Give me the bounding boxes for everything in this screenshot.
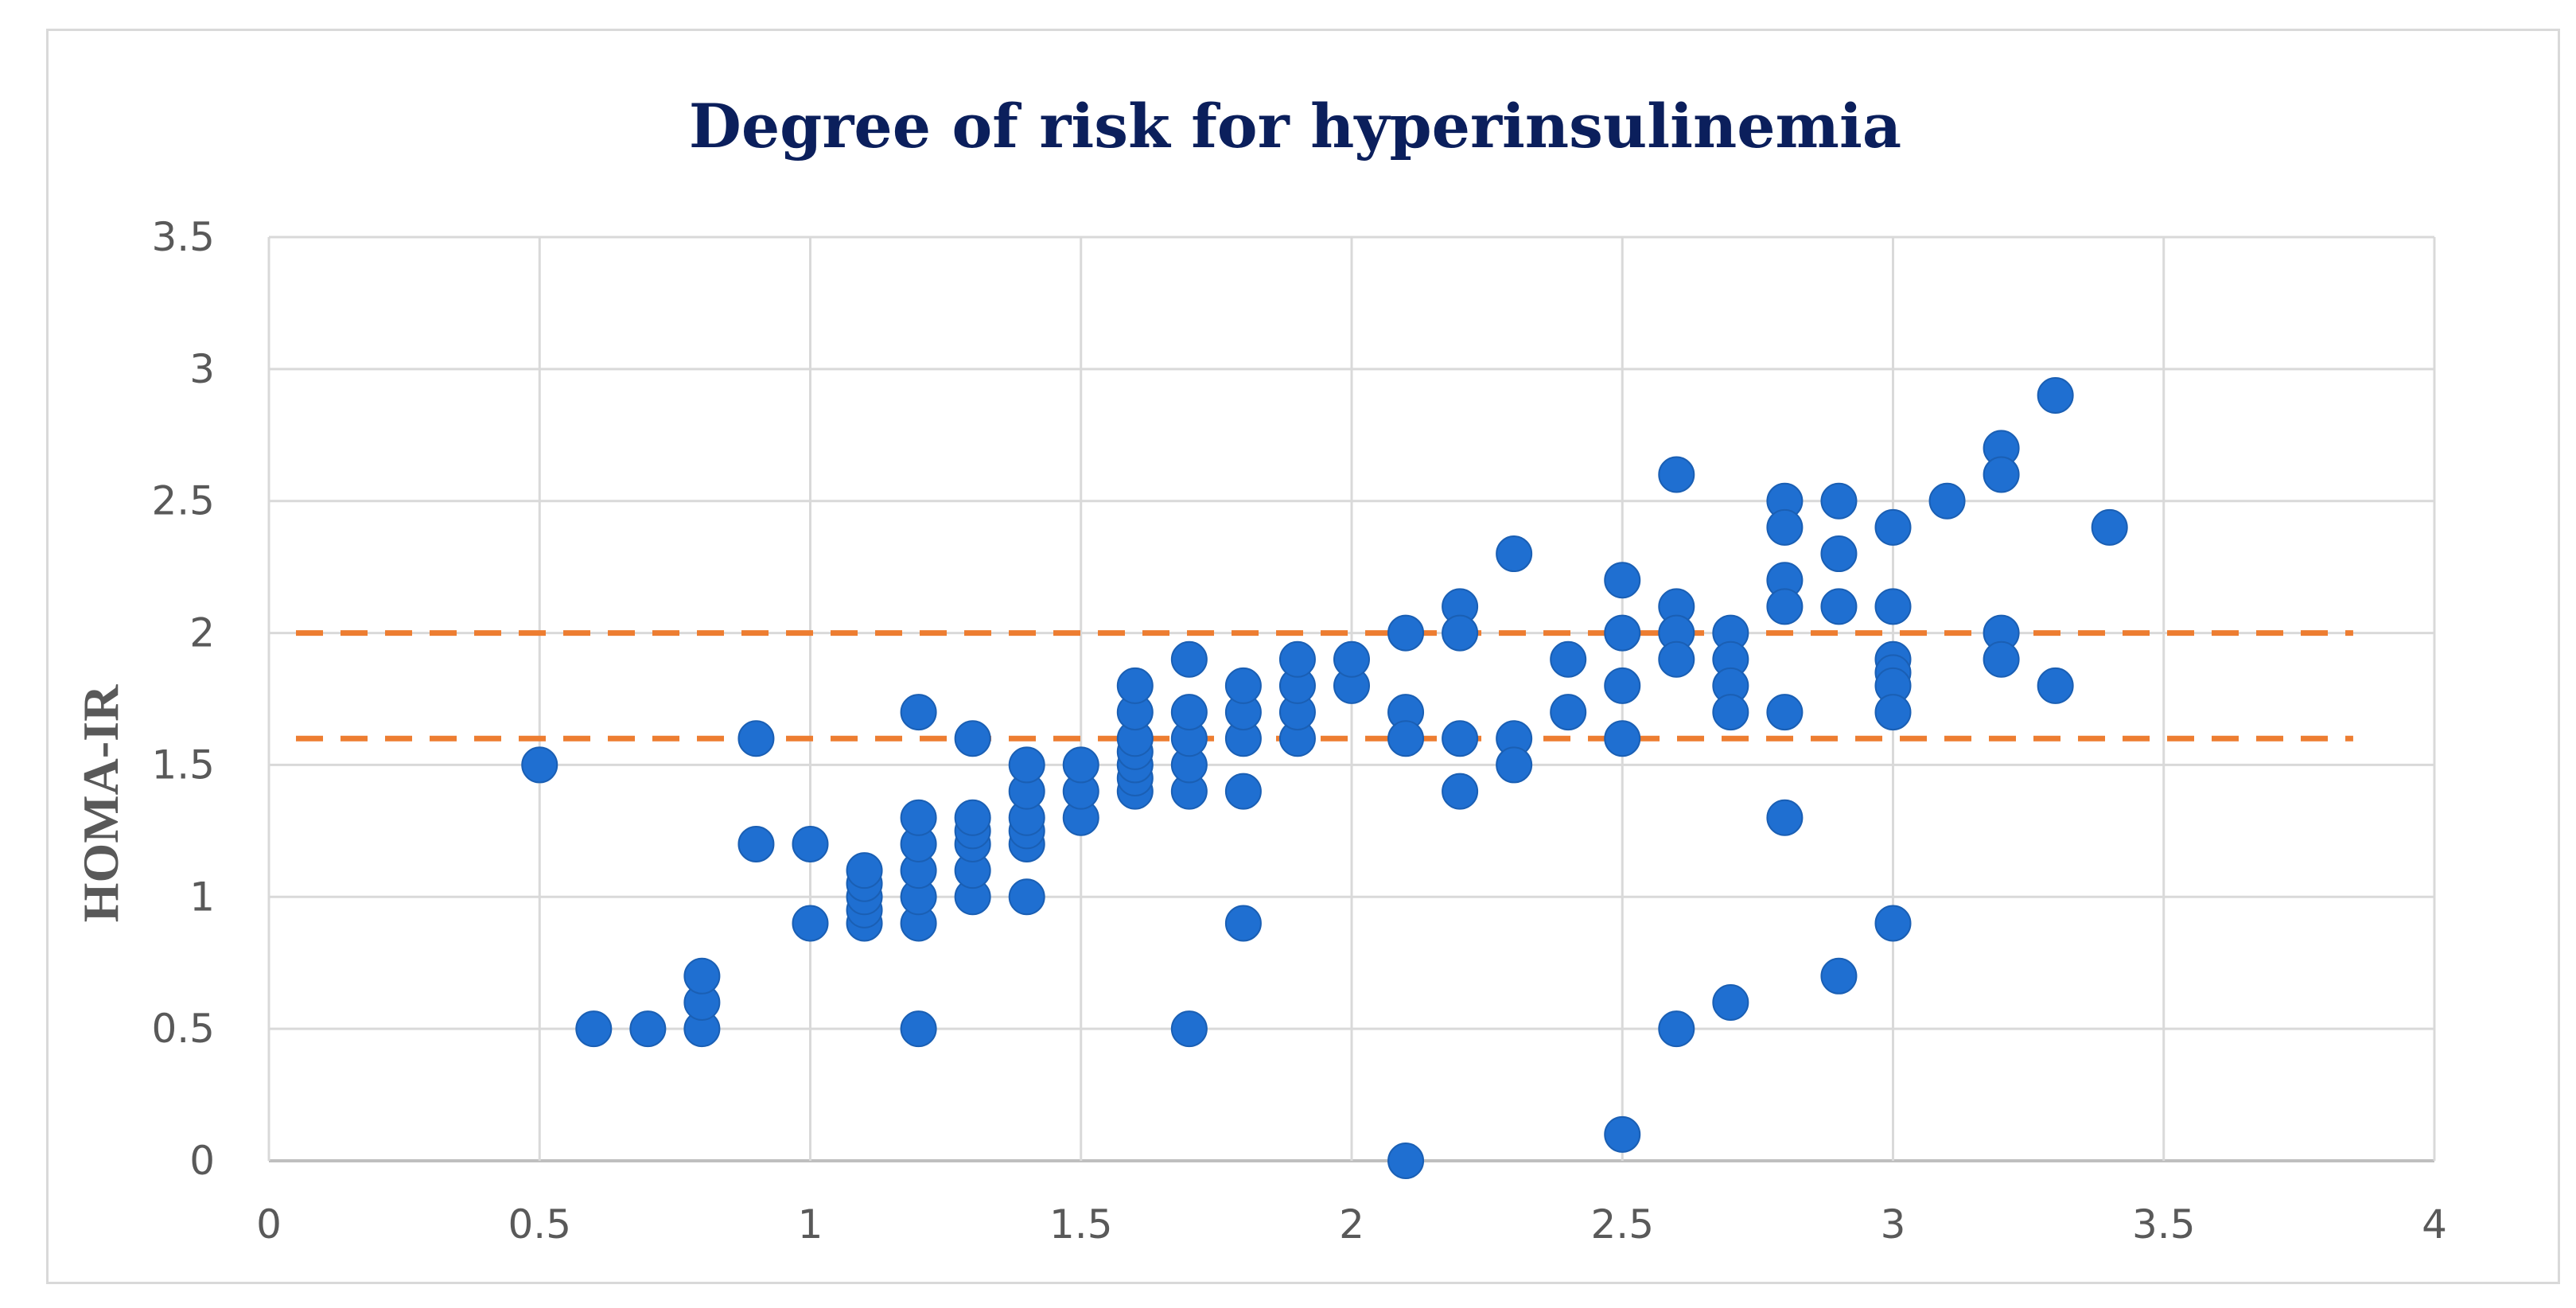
data-point	[1008, 878, 1045, 916]
data-point	[1604, 614, 1641, 652]
y-axis-ticks: 0 0.5 1 1.5 2 2.5 3 3.5	[151, 214, 215, 1184]
y-tick-label: 1	[189, 874, 215, 920]
chart-title: Degree of risk for hyperinsulinemia	[689, 91, 1901, 162]
x-tick-label: 4	[2422, 1201, 2447, 1248]
data-point	[1387, 1143, 1425, 1179]
data-point	[900, 799, 937, 836]
data-point	[1658, 456, 1695, 493]
data-point	[683, 957, 721, 995]
data-point	[1442, 773, 1479, 810]
data-point	[1712, 694, 1749, 731]
data-point	[1333, 640, 1370, 678]
data-point	[1442, 720, 1479, 757]
data-point	[954, 720, 991, 757]
data-point	[1170, 640, 1208, 678]
data-point	[1874, 588, 1912, 625]
data-point	[1116, 667, 1154, 704]
data-point	[1604, 720, 1641, 757]
data-point	[1224, 667, 1262, 704]
data-point	[1766, 588, 1804, 625]
data-point	[1983, 456, 2020, 493]
data-point	[1550, 640, 1587, 678]
data-point	[1278, 640, 1316, 678]
data-point	[1874, 508, 1912, 546]
y-tick-label: 3	[189, 346, 215, 392]
data-point	[1496, 535, 1533, 573]
data-point	[900, 1010, 937, 1048]
data-point	[900, 694, 937, 731]
data-point	[1874, 905, 1912, 942]
data-point	[1387, 614, 1425, 652]
x-tick-label: 1	[798, 1201, 823, 1248]
data-point	[846, 852, 883, 890]
data-point	[1658, 1010, 1695, 1048]
y-tick-label: 2	[189, 610, 215, 656]
data-point	[1604, 562, 1641, 599]
data-point	[629, 1010, 667, 1048]
data-point	[1820, 482, 1858, 520]
data-point	[792, 825, 829, 862]
data-point	[1928, 482, 1966, 520]
data-point	[1604, 667, 1641, 704]
y-tick-label: 0.5	[151, 1006, 215, 1052]
data-point	[1008, 746, 1045, 784]
data-point	[954, 799, 991, 836]
data-point	[1550, 694, 1587, 731]
y-axis-label: HOMA-IR	[72, 684, 129, 922]
data-point	[792, 905, 829, 942]
data-point	[1170, 694, 1208, 731]
data-point	[521, 746, 558, 784]
data-point	[1766, 799, 1804, 836]
data-point	[1712, 983, 1749, 1021]
data-point	[1062, 746, 1099, 784]
x-tick-label: 2	[1339, 1201, 1364, 1248]
y-tick-label: 1.5	[151, 742, 215, 788]
y-tick-label: 3.5	[151, 214, 215, 260]
data-point	[1224, 905, 1262, 942]
data-point	[1442, 614, 1479, 652]
data-point	[1820, 588, 1858, 625]
data-point	[1820, 957, 1858, 995]
data-points	[521, 377, 2128, 1179]
data-point	[575, 1010, 613, 1048]
y-tick-label: 0	[189, 1138, 215, 1184]
data-point	[1604, 1115, 1641, 1153]
x-tick-label: 0	[256, 1201, 282, 1248]
data-point	[2091, 508, 2128, 546]
data-point	[2037, 377, 2074, 415]
data-point	[1387, 720, 1425, 757]
x-tick-label: 3	[1881, 1201, 1906, 1248]
data-point	[1766, 694, 1804, 731]
data-point	[1170, 1010, 1208, 1048]
x-tick-label: 2.5	[1590, 1201, 1654, 1248]
data-point	[1820, 535, 1858, 573]
data-point	[1766, 508, 1804, 546]
x-axis-ticks: 0 0.5 1 1.5 2 2.5 3 3.5 4	[256, 1201, 2447, 1248]
x-tick-label: 3.5	[2132, 1201, 2196, 1248]
data-point	[1224, 773, 1262, 810]
data-point	[2037, 667, 2074, 704]
data-point	[1496, 746, 1533, 784]
data-point	[1658, 640, 1695, 678]
x-tick-label: 0.5	[508, 1201, 571, 1248]
x-tick-label: 1.5	[1049, 1201, 1113, 1248]
data-point	[737, 825, 775, 862]
data-point	[1983, 640, 2020, 678]
y-tick-label: 2.5	[151, 478, 215, 524]
data-point	[737, 720, 775, 757]
data-point	[1874, 694, 1912, 731]
